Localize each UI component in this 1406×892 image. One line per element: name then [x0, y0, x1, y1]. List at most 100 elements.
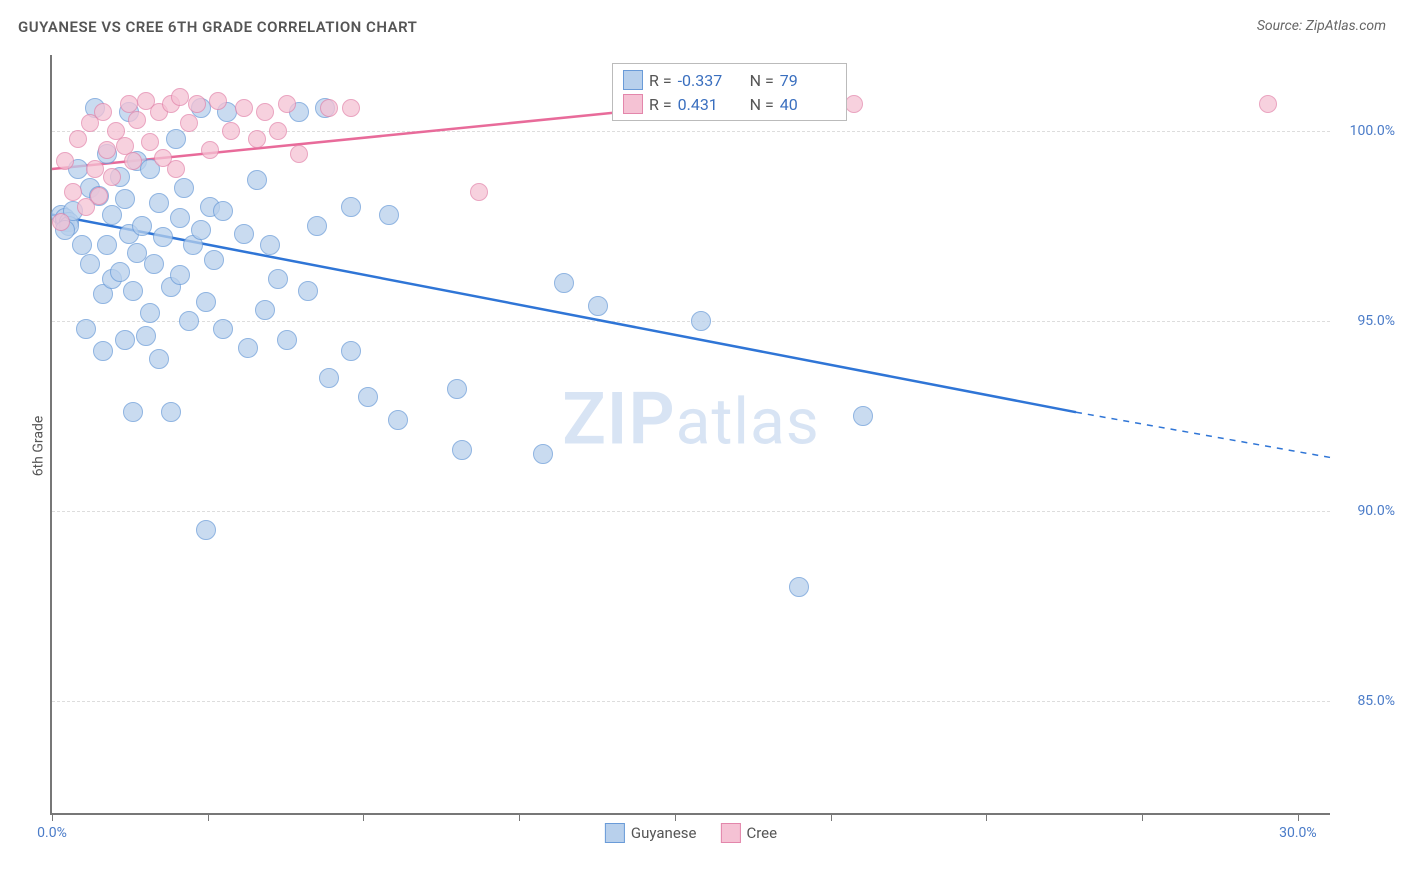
y-tick-label: 95.0%: [1357, 313, 1395, 329]
data-point: [238, 338, 258, 358]
data-point: [1259, 95, 1277, 113]
data-point: [97, 235, 117, 255]
data-point: [307, 216, 327, 236]
data-point: [86, 160, 104, 178]
data-point: [56, 152, 74, 170]
data-point: [320, 99, 338, 117]
data-point: [149, 193, 169, 213]
data-point: [167, 160, 185, 178]
legend-label: Cree: [746, 824, 777, 842]
stat-label: N =: [750, 95, 774, 114]
data-point: [90, 187, 108, 205]
data-point: [213, 319, 233, 339]
data-point: [94, 103, 112, 121]
y-axis-label: 6th Grade: [30, 416, 46, 477]
data-point: [149, 349, 169, 369]
data-point: [213, 201, 233, 221]
data-point: [853, 406, 873, 426]
data-point: [76, 319, 96, 339]
data-point: [691, 311, 711, 331]
data-point: [277, 330, 297, 350]
x-tick-label: 30.0%: [1279, 825, 1317, 841]
data-point: [341, 197, 361, 217]
chart-container: GUYANESE VS CREE 6TH GRADE CORRELATION C…: [0, 0, 1406, 892]
legend-item: Guyanese: [605, 823, 697, 843]
data-point: [180, 114, 198, 132]
stat-n-value: 79: [780, 71, 836, 90]
legend-swatch: [720, 823, 740, 843]
data-point: [144, 254, 164, 274]
data-point: [103, 168, 121, 186]
data-point: [128, 111, 146, 129]
data-point: [298, 281, 318, 301]
data-point: [222, 122, 240, 140]
stat-label: N =: [750, 71, 774, 90]
data-point: [170, 265, 190, 285]
trend-layer: [52, 55, 1332, 815]
data-point: [72, 235, 92, 255]
data-point: [342, 99, 360, 117]
stats-box: R = -0.337 N = 79 R = 0.431 N = 40: [612, 63, 847, 121]
data-point: [290, 145, 308, 163]
data-point: [452, 440, 472, 460]
data-point: [161, 402, 181, 422]
trend-line: [52, 215, 1076, 413]
stats-row: R = 0.431 N = 40: [623, 92, 836, 116]
data-point: [140, 303, 160, 323]
data-point: [52, 213, 70, 231]
plot-area: ZIPatlas 85.0%90.0%95.0%100.0%0.0%30.0%R…: [50, 55, 1330, 815]
data-point: [179, 311, 199, 331]
x-tick-label: 0.0%: [37, 825, 67, 841]
data-point: [204, 250, 224, 270]
data-point: [124, 152, 142, 170]
trend-line-dashed: [1076, 412, 1332, 458]
legend-item: Cree: [720, 823, 777, 843]
stats-row: R = -0.337 N = 79: [623, 68, 836, 92]
data-point: [447, 379, 467, 399]
data-point: [196, 292, 216, 312]
data-point: [260, 235, 280, 255]
stat-r-value: -0.337: [678, 71, 734, 90]
data-point: [153, 227, 173, 247]
data-point: [341, 341, 361, 361]
chart-title: GUYANESE VS CREE 6TH GRADE CORRELATION C…: [18, 18, 417, 36]
data-point: [191, 220, 211, 240]
data-point: [358, 387, 378, 407]
data-point: [170, 208, 190, 228]
stat-label: R =: [649, 95, 672, 114]
legend-swatch: [605, 823, 625, 843]
data-point: [234, 224, 254, 244]
data-point: [123, 402, 143, 422]
data-point: [789, 577, 809, 597]
stat-r-value: 0.431: [678, 95, 734, 114]
data-point: [845, 95, 863, 113]
data-point: [235, 99, 253, 117]
data-point: [174, 178, 194, 198]
series-swatch: [623, 70, 643, 90]
data-point: [256, 103, 274, 121]
data-point: [188, 95, 206, 113]
data-point: [247, 170, 267, 190]
data-point: [588, 296, 608, 316]
data-point: [110, 262, 130, 282]
data-point: [554, 273, 574, 293]
data-point: [388, 410, 408, 430]
data-point: [69, 130, 87, 148]
data-point: [278, 95, 296, 113]
stat-label: R =: [649, 71, 672, 90]
data-point: [319, 368, 339, 388]
data-point: [98, 141, 116, 159]
data-point: [64, 183, 82, 201]
stat-n-value: 40: [780, 95, 836, 114]
data-point: [115, 330, 135, 350]
y-tick-label: 90.0%: [1357, 503, 1395, 519]
data-point: [123, 281, 143, 301]
data-point: [269, 122, 287, 140]
data-point: [248, 130, 266, 148]
data-point: [470, 183, 488, 201]
data-point: [132, 216, 152, 236]
data-point: [255, 300, 275, 320]
data-point: [136, 326, 156, 346]
data-point: [166, 129, 186, 149]
series-swatch: [623, 94, 643, 114]
